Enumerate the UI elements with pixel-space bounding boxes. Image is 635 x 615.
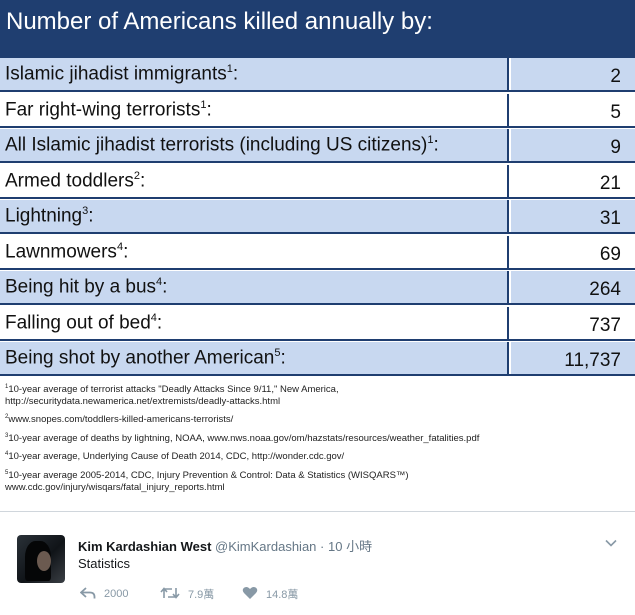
row-value: 9	[511, 129, 635, 161]
table-row: Islamic jihadist immigrants1: 2	[0, 58, 635, 92]
table-row: All Islamic jihadist terrorists (includi…	[0, 129, 635, 163]
table-row: Lawnmowers4: 69	[0, 235, 635, 270]
row-label: Far right-wing terrorists1:	[0, 93, 509, 126]
tweet-header: Kim Kardashian West @KimKardashian · 10 …	[78, 536, 372, 555]
reply-count: 2000	[104, 588, 129, 600]
like-button[interactable]: 14.8萬	[242, 586, 298, 602]
row-label: All Islamic jihadist terrorists (includi…	[0, 129, 509, 161]
row-value: 264	[511, 271, 635, 303]
footnote-1: 110-year average of terrorist attacks "D…	[5, 384, 339, 396]
footnote-4: 410-year average, Underlying Cause of De…	[5, 451, 345, 463]
table-row: Falling out of bed4: 737	[0, 306, 635, 341]
table-row: Being shot by another American5: 11,737	[0, 342, 635, 376]
statistics-infographic-image[interactable]: Number of Americans killed annually by: …	[0, 0, 635, 512]
chevron-down-icon[interactable]	[604, 536, 618, 550]
footnote-2: 2www.snopes.com/toddlers-killed-american…	[5, 414, 234, 426]
footnotes: 110-year average of terrorist attacks "D…	[0, 382, 635, 512]
row-value: 21	[511, 164, 635, 197]
table-row: Being hit by a bus4: 264	[0, 271, 635, 305]
row-label: Armed toddlers2:	[0, 164, 509, 197]
statistics-table: Islamic jihadist immigrants1: 2 Far right-…	[0, 55, 635, 376]
row-value: 737	[511, 306, 635, 339]
footnote-5-url: www.cdc.gov/injury/wisqars/fatal_injury_…	[5, 481, 225, 493]
reply-button[interactable]: 2000	[79, 586, 129, 603]
row-label: Falling out of bed4:	[0, 306, 509, 339]
row-value: 11,737	[511, 342, 635, 374]
row-label: Islamic jihadist immigrants1:	[0, 58, 509, 90]
retweet-button[interactable]: 7.9萬	[160, 586, 214, 602]
tweet[interactable]: Kim Kardashian West @KimKardashian · 10 …	[0, 512, 635, 615]
row-label: Being hit by a bus4:	[0, 271, 509, 303]
row-value: 5	[511, 93, 635, 126]
row-value: 2	[511, 58, 635, 90]
row-label: Being shot by another American5:	[0, 342, 509, 374]
row-value: 69	[511, 235, 635, 268]
heart-icon	[242, 586, 266, 603]
table-row: Armed toddlers2: 21	[0, 164, 635, 199]
user-handle[interactable]: @KimKardashian	[215, 539, 317, 554]
row-label: Lawnmowers4:	[0, 235, 509, 268]
table-row: Far right-wing terrorists1: 5	[0, 93, 635, 128]
footnote-3: 310-year average of deaths by lightning,…	[5, 432, 480, 444]
infographic-title: Number of Americans killed annually by:	[0, 0, 635, 55]
retweet-icon	[160, 586, 188, 603]
avatar[interactable]	[17, 535, 65, 583]
retweet-count: 7.9萬	[188, 589, 215, 601]
separator-dot: ·	[320, 539, 325, 554]
row-label: Lightning3:	[0, 200, 509, 232]
footnote-1-url: http://securitydata.newamerica.net/extre…	[5, 395, 281, 407]
tweet-timestamp[interactable]: 10 小時	[328, 539, 373, 554]
row-value: 31	[511, 200, 635, 232]
like-count: 14.8萬	[266, 589, 299, 601]
tweet-text: Statistics	[78, 556, 131, 571]
reply-icon	[79, 586, 104, 603]
display-name[interactable]: Kim Kardashian West	[78, 539, 212, 554]
table-row: Lightning3: 31	[0, 200, 635, 234]
footnote-5: 510-year average 2005-2014, CDC, Injury …	[5, 470, 409, 482]
